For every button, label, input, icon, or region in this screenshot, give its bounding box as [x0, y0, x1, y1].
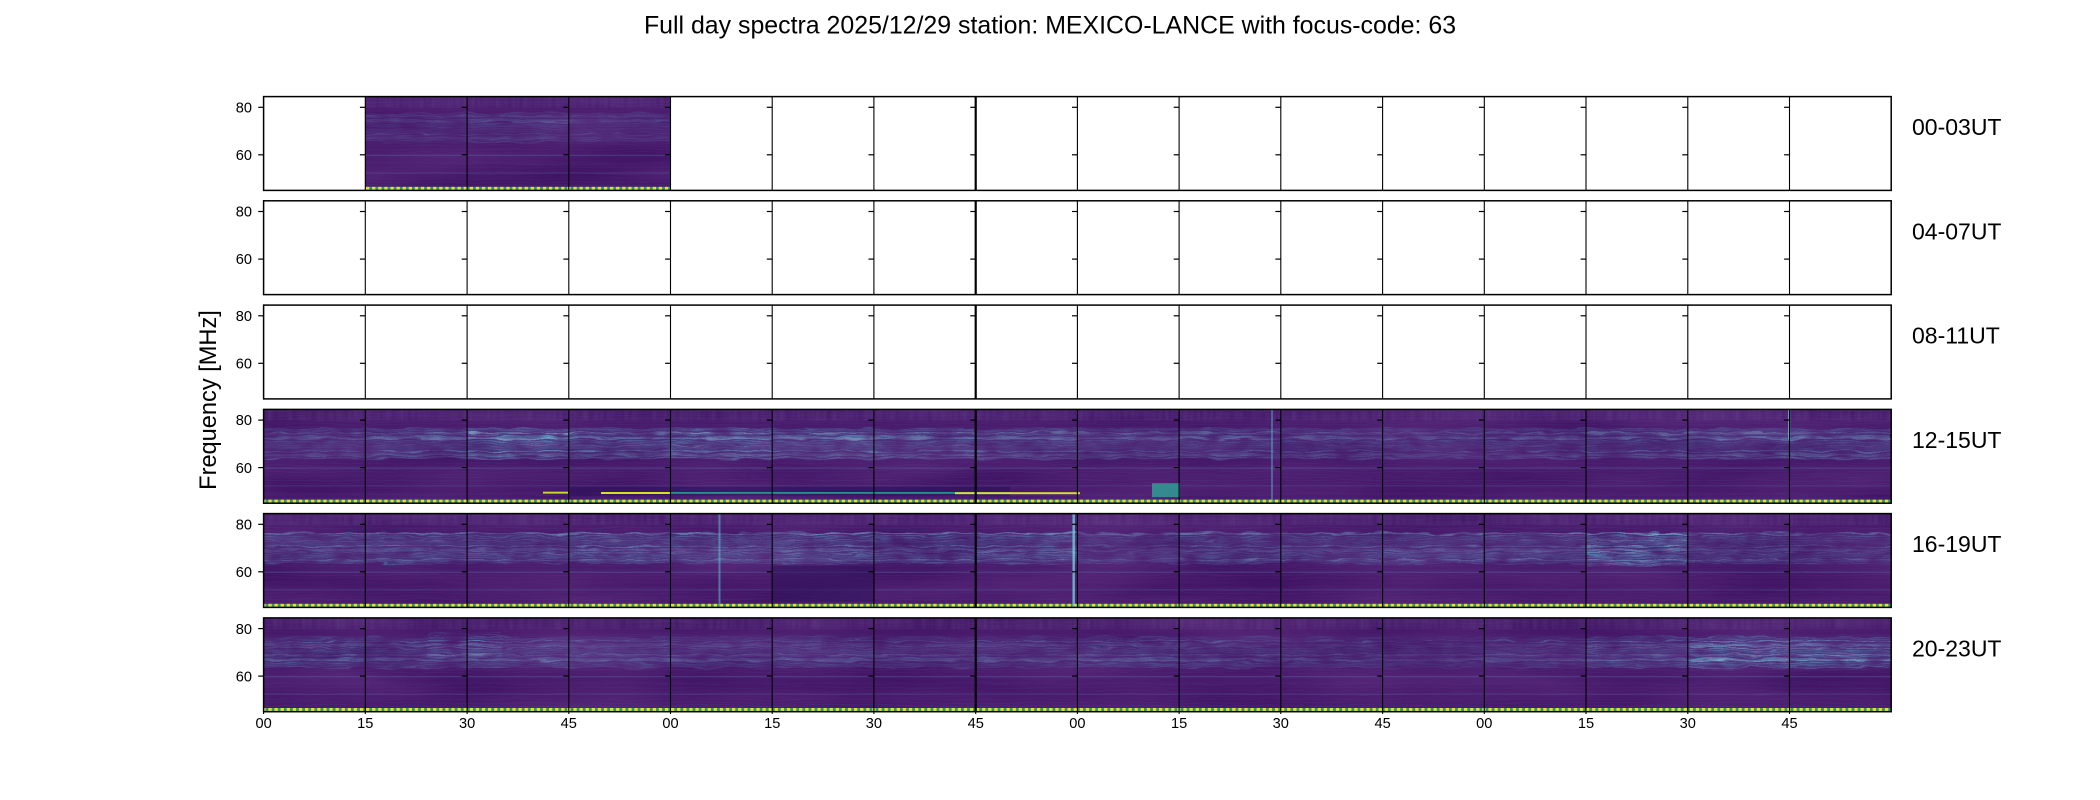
svg-text:04-07UT: 04-07UT	[1912, 218, 2001, 244]
svg-text:Full day spectra 2025/12/29 st: Full day spectra 2025/12/29 station: MEX…	[644, 11, 1456, 39]
svg-text:45: 45	[561, 716, 577, 732]
svg-text:60: 60	[236, 252, 252, 268]
svg-text:45: 45	[1374, 716, 1390, 732]
svg-text:15: 15	[1171, 716, 1187, 732]
svg-text:15: 15	[357, 716, 373, 732]
svg-text:30: 30	[1273, 716, 1289, 732]
svg-text:15: 15	[1578, 716, 1594, 732]
svg-text:60: 60	[236, 148, 252, 164]
svg-text:00-03UT: 00-03UT	[1912, 114, 2001, 140]
svg-text:30: 30	[1680, 716, 1696, 732]
svg-text:00: 00	[1476, 716, 1492, 732]
svg-text:80: 80	[236, 622, 252, 638]
svg-text:16-19UT: 16-19UT	[1912, 531, 2001, 557]
svg-text:45: 45	[968, 716, 984, 732]
svg-text:60: 60	[236, 357, 252, 373]
svg-text:00: 00	[1069, 716, 1085, 732]
svg-text:80: 80	[236, 413, 252, 429]
svg-text:30: 30	[866, 716, 882, 732]
svg-text:45: 45	[1781, 716, 1797, 732]
svg-text:15: 15	[764, 716, 780, 732]
svg-text:30: 30	[459, 716, 475, 732]
svg-text:08-11UT: 08-11UT	[1912, 323, 2000, 349]
svg-text:60: 60	[236, 565, 252, 581]
svg-text:80: 80	[236, 205, 252, 221]
svg-text:80: 80	[236, 101, 252, 117]
svg-text:60: 60	[236, 461, 252, 477]
svg-text:Frequency [MHz]: Frequency [MHz]	[196, 310, 222, 490]
svg-text:80: 80	[236, 309, 252, 325]
svg-text:20-23UT: 20-23UT	[1912, 635, 2001, 661]
svg-text:80: 80	[236, 518, 252, 534]
svg-text:60: 60	[236, 669, 252, 685]
svg-text:00: 00	[662, 716, 678, 732]
svg-text:00: 00	[255, 716, 271, 732]
svg-text:12-15UT: 12-15UT	[1912, 427, 2001, 453]
